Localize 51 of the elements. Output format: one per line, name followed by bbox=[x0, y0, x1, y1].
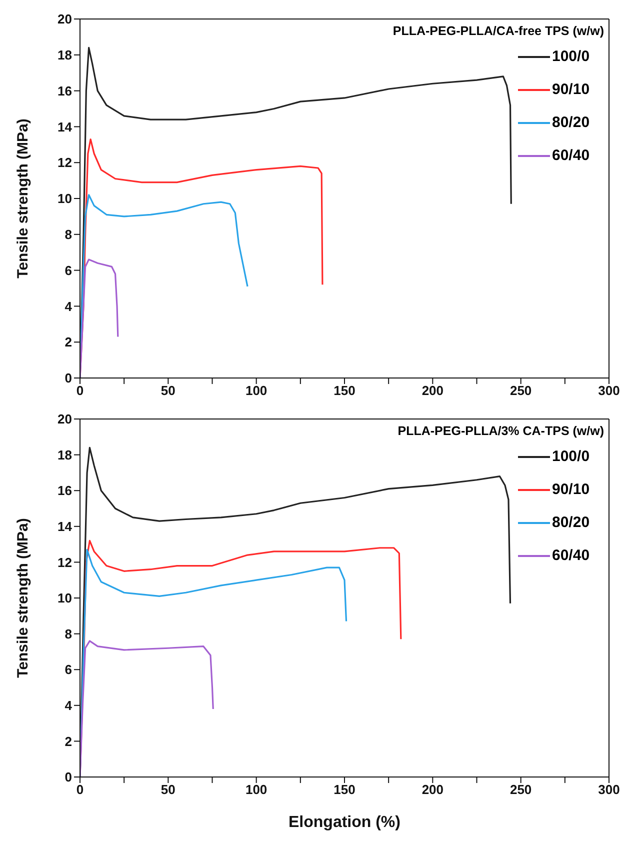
y-tick-label: 16 bbox=[58, 83, 72, 98]
legend-label: 60/40 bbox=[552, 147, 591, 164]
x-tick-label: 150 bbox=[334, 782, 356, 798]
y-tick-label: 18 bbox=[58, 48, 72, 63]
x-tick-label: 100 bbox=[245, 383, 268, 398]
y-axis-title: Tensile strength (MPa) bbox=[14, 118, 32, 278]
x-tick-label: 200 bbox=[422, 383, 444, 398]
y-tick-label: 18 bbox=[58, 447, 72, 462]
legend-title: PLLA-PEG-PLLA/3% CA-TPS (w/w) bbox=[398, 424, 604, 438]
x-tick-label: 250 bbox=[510, 782, 532, 798]
y-tick-label: 14 bbox=[58, 119, 73, 134]
x-tick-label: 250 bbox=[510, 383, 532, 398]
y-tick-label: 2 bbox=[64, 334, 72, 350]
y-tick-label: 4 bbox=[64, 698, 73, 714]
x-tick-label: 150 bbox=[334, 383, 356, 398]
x-tick-label: 0 bbox=[76, 782, 84, 798]
legend-title: PLLA-PEG-PLLA/CA-free TPS (w/w) bbox=[392, 24, 604, 38]
legend-label: 100/0 bbox=[552, 448, 591, 465]
y-tick-label: 12 bbox=[58, 554, 72, 570]
line-series bbox=[80, 258, 119, 378]
y-tick-label: 2 bbox=[64, 734, 72, 749]
y-tick-label: 16 bbox=[58, 483, 72, 498]
y-tick-label: 14 bbox=[58, 519, 73, 534]
x-tick-label: 300 bbox=[598, 383, 620, 398]
y-tick-label: 12 bbox=[58, 155, 72, 170]
x-tick-label: 200 bbox=[422, 782, 444, 798]
x-tick-label: 50 bbox=[160, 782, 176, 798]
y-tick-label: 4 bbox=[64, 298, 73, 314]
y-tick-label: 6 bbox=[64, 262, 72, 278]
legend-label: 90/10 bbox=[552, 481, 591, 498]
x-tick-label: 300 bbox=[598, 782, 620, 798]
y-tick-label: 10 bbox=[58, 590, 72, 606]
legend-label: 60/40 bbox=[552, 547, 591, 564]
legend-label: 80/20 bbox=[552, 114, 591, 131]
y-tick-label: 0 bbox=[64, 770, 72, 785]
y-tick-label: 6 bbox=[64, 662, 72, 678]
x-tick-label: 100 bbox=[245, 782, 268, 798]
legend-label: 100/0 bbox=[552, 48, 591, 65]
x-tick-label: 0 bbox=[76, 383, 84, 398]
y-tick-label: 0 bbox=[64, 370, 72, 386]
line-series bbox=[80, 640, 214, 777]
y-tick-label: 20 bbox=[58, 12, 72, 27]
y-tick-label: 10 bbox=[58, 191, 72, 206]
x-axis-title: Elongation (%) bbox=[288, 814, 400, 831]
legend-label: 80/20 bbox=[552, 514, 591, 531]
y-tick-label: 20 bbox=[58, 412, 72, 427]
y-tick-label: 8 bbox=[64, 626, 72, 642]
legend-label: 90/10 bbox=[552, 81, 591, 98]
y-axis-title: Tensile strength (MPa) bbox=[14, 518, 32, 678]
y-tick-label: 8 bbox=[64, 227, 72, 242]
x-tick-label: 50 bbox=[160, 383, 176, 398]
